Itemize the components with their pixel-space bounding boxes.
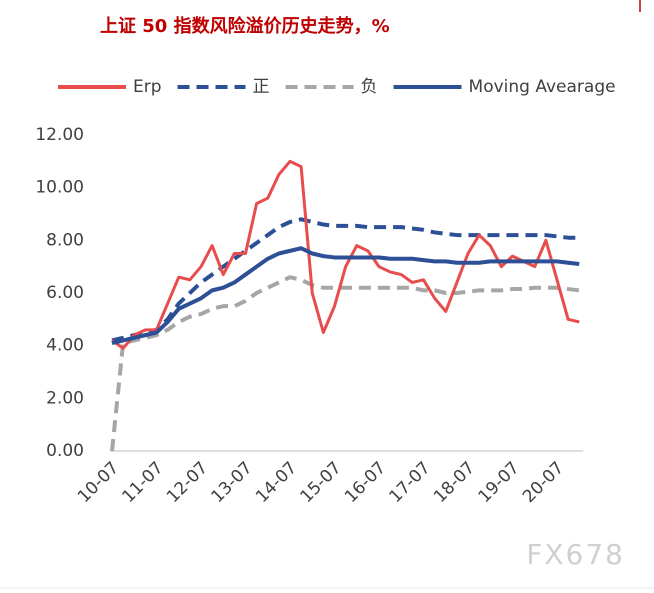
x-tick-label: 10-07 — [74, 458, 123, 507]
y-tick-label: 0.00 — [46, 441, 84, 461]
y-tick-label: 10.00 — [35, 178, 84, 198]
y-tick-label: 6.00 — [46, 283, 84, 303]
legend-label: 负 — [361, 77, 378, 97]
y-tick-label: 4.00 — [46, 336, 84, 356]
x-tick-label: 20-07 — [519, 458, 568, 507]
watermark: FX678 — [526, 538, 625, 571]
y-tick-label: 8.00 — [46, 230, 84, 250]
x-tick-label: 16-07 — [341, 458, 390, 507]
y-tick-label: 2.00 — [46, 388, 84, 408]
legend-label: Moving Avearage — [469, 77, 616, 97]
x-tick-label: 15-07 — [296, 458, 345, 507]
x-tick-label: 18-07 — [430, 458, 479, 507]
x-tick-label: 14-07 — [252, 458, 301, 507]
series-line — [110, 275, 580, 452]
chart-title: 上证 50 指数风险溢价历史走势，% — [100, 15, 390, 37]
series-line — [111, 217, 580, 343]
x-tick-label: 12-07 — [163, 458, 212, 507]
x-tick-label: 13-07 — [207, 458, 256, 507]
x-tick-label: 19-07 — [474, 458, 523, 507]
x-tick-label: 17-07 — [385, 458, 434, 507]
series-line — [111, 159, 580, 350]
legend-label: 正 — [253, 77, 270, 97]
legend-label: Erp — [133, 77, 162, 97]
y-tick-label: 12.00 — [35, 125, 84, 145]
series-line — [111, 246, 580, 345]
x-tick-label: 11-07 — [118, 458, 167, 507]
